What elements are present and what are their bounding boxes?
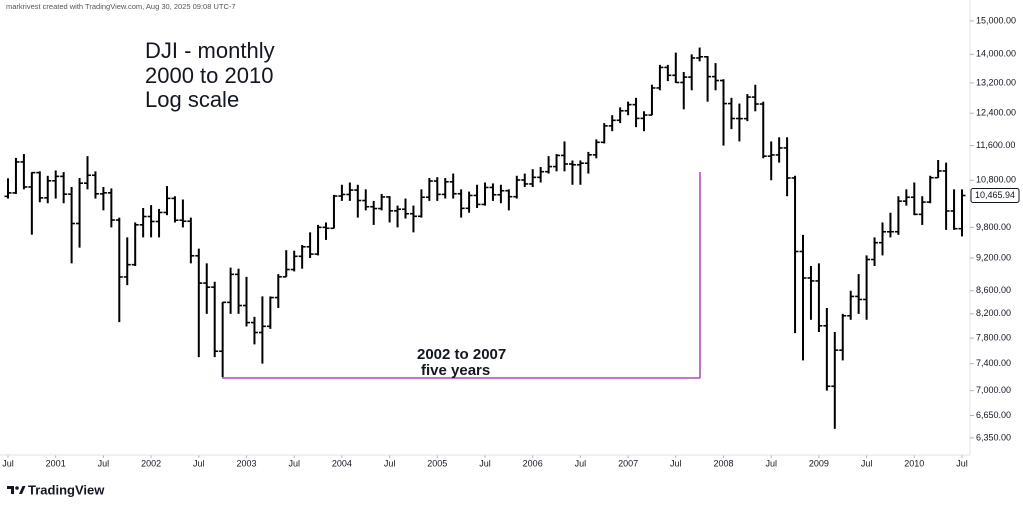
y-tick-label: 8,600.00 [976, 285, 1011, 295]
y-tick-label: 6,350.00 [976, 432, 1011, 442]
plot-area: Jul 2001 Jul 2002 Jul 2003 Jul 2004 Jul 2005 Jul 20… [2, 47, 968, 468]
title-line: Log scale [145, 87, 239, 112]
annotation: 2002 to 2007 [417, 346, 506, 363]
annotation: five years [421, 362, 490, 379]
y-tick-label: 12,400.00 [976, 108, 1016, 118]
x-tick-label: 2001 [46, 458, 66, 468]
x-tick-label: 2006 [523, 458, 543, 468]
last-price-label: 10,465.94 [975, 190, 1015, 200]
last-price-box [970, 187, 1020, 203]
y-tick-label: 8,200.00 [976, 308, 1011, 318]
y-tick-label: 7,400.00 [976, 358, 1011, 368]
title-line: DJI - monthly [145, 38, 275, 63]
header: markrivest created with TradingView.com,… [6, 2, 236, 11]
y-tick-label: 11,600.00 [976, 140, 1015, 150]
x-tick-label: 2003 [236, 458, 256, 468]
y-tick-label: 7,800.00 [976, 332, 1011, 342]
x-tick-label: Jul [2, 458, 14, 468]
x-tick-label: 2008 [713, 458, 733, 468]
x-tick-label: 2004 [332, 458, 352, 468]
x-tick-label: Jul [193, 458, 205, 468]
y-tick-label: 14,000.00 [976, 49, 1016, 59]
price-axis: 6,350.00 6,650.00 7,000.00 7,400.00 7,800.00… [970, 15, 1020, 442]
x-tick-label: Jul [384, 458, 396, 468]
x-tick-label: 2009 [809, 458, 829, 468]
x-tick-label: 2005 [427, 458, 447, 468]
x-tick-label: Jul [98, 458, 110, 468]
x-tick-label: 2007 [618, 458, 638, 468]
y-tick-label: 7,000.00 [976, 385, 1011, 395]
y-tick-label: 10,800.00 [976, 175, 1016, 185]
title-line: 2000 to 2010 [145, 63, 273, 88]
brand-logo [7, 486, 26, 494]
y-tick-label: 6,650.00 [976, 410, 1011, 420]
x-tick-label: Jul [670, 458, 682, 468]
x-tick-label: Jul [288, 458, 300, 468]
y-tick-label: 9,800.00 [976, 222, 1011, 232]
x-tick-label: Jul [765, 458, 777, 468]
y-tick-label: 15,000.00 [976, 15, 1016, 25]
x-tick-label: Jul [861, 458, 873, 468]
x-tick-label: Jul [575, 458, 587, 468]
y-tick-label: 13,200.00 [976, 77, 1016, 87]
x-tick-label: 2002 [141, 458, 161, 468]
x-tick-label: Jul [479, 458, 491, 468]
brand-name: TradingView [28, 482, 105, 497]
y-tick-label: 9,200.00 [976, 252, 1011, 262]
x-tick-label: Jul [956, 458, 968, 468]
x-tick-label: 2010 [904, 458, 924, 468]
